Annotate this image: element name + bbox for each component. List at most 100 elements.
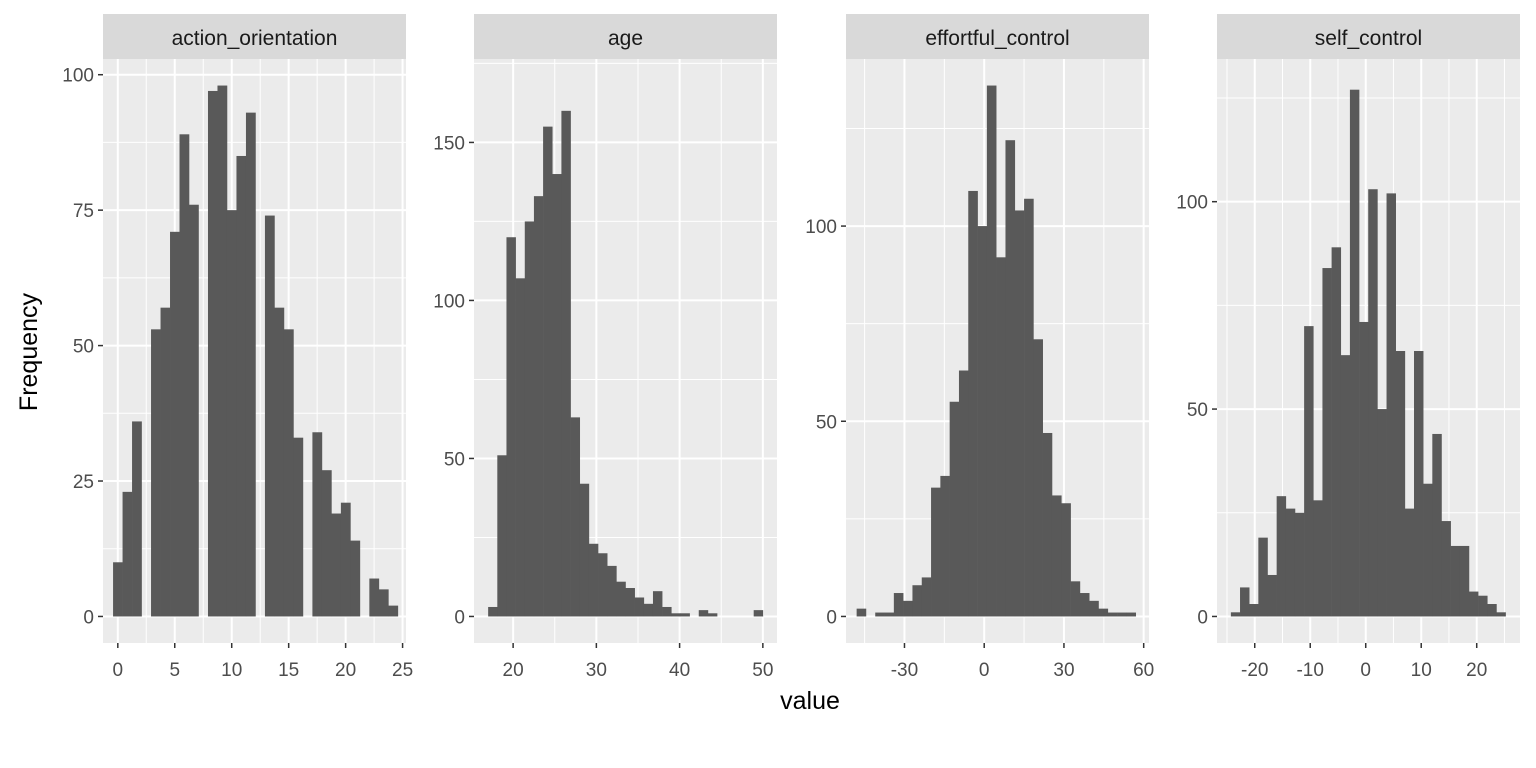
histogram-bar xyxy=(588,543,599,617)
y-tick-label: 25 xyxy=(73,472,94,493)
x-tick-label: 10 xyxy=(221,660,242,681)
x-tick-label: 20 xyxy=(1466,660,1487,681)
histogram-bar xyxy=(1267,574,1277,617)
x-tick-label: 40 xyxy=(669,660,690,681)
y-tick-label: 75 xyxy=(73,201,94,222)
facet-strip-label: self_control xyxy=(1315,27,1422,50)
histogram-bar xyxy=(652,591,663,617)
histogram-bar xyxy=(1340,355,1351,617)
histogram-bar xyxy=(293,437,304,617)
histogram-bar xyxy=(607,565,617,617)
histogram-bar xyxy=(388,605,399,617)
histogram-bar xyxy=(1276,496,1287,617)
histogram-bar xyxy=(1240,587,1250,617)
histogram-bar xyxy=(1258,537,1268,617)
histogram-bar xyxy=(893,593,904,617)
histogram-bar xyxy=(884,612,895,617)
histogram-bar xyxy=(245,112,256,617)
histogram-bar xyxy=(1107,612,1118,617)
histogram-bar xyxy=(1331,247,1342,617)
histogram-bar xyxy=(552,174,562,617)
histogram-bar xyxy=(1322,268,1332,617)
histogram-bar xyxy=(903,600,913,617)
histogram-bar xyxy=(1005,140,1016,617)
facet-strip xyxy=(846,14,1149,59)
histogram-bar xyxy=(340,502,351,617)
histogram-bar xyxy=(1349,89,1360,617)
facet-strip-label: age xyxy=(608,27,643,50)
histogram-bar xyxy=(488,606,498,617)
histogram-bar xyxy=(1089,600,1099,617)
histogram-bar xyxy=(856,608,867,617)
x-tick-label: 20 xyxy=(503,660,524,681)
histogram-bar xyxy=(151,329,161,617)
histogram-bar xyxy=(1441,521,1451,617)
histogram-bar xyxy=(207,90,218,617)
y-tick-label: 0 xyxy=(83,607,94,628)
facet-strip xyxy=(474,14,777,59)
histogram-bar xyxy=(1459,545,1470,617)
histogram-bar xyxy=(931,487,941,617)
x-tick-label: 50 xyxy=(752,660,773,681)
histogram-bar xyxy=(968,190,978,617)
x-tick-label: 15 xyxy=(278,660,299,681)
histogram-bar xyxy=(283,329,294,617)
histogram-bar xyxy=(1230,612,1241,617)
histogram-bar xyxy=(1070,581,1081,617)
histogram-bar xyxy=(179,134,190,617)
histogram-bar xyxy=(1450,545,1461,617)
histogram-bar xyxy=(515,278,526,617)
histogram-bar xyxy=(1042,432,1053,617)
histogram-bar xyxy=(1014,210,1025,617)
histogram-bar xyxy=(940,475,950,617)
histogram-bar xyxy=(1126,612,1137,617)
x-tick-label: 10 xyxy=(1411,660,1432,681)
histogram-bar xyxy=(1117,612,1127,617)
y-axis-title: Frequency xyxy=(15,292,43,411)
facet-strip xyxy=(1217,14,1520,59)
histogram-bar xyxy=(1423,483,1433,617)
facet-strip-label: effortful_control xyxy=(925,27,1069,50)
histogram-bar xyxy=(1377,409,1387,617)
histogram-bar xyxy=(1432,433,1442,617)
histogram-bar xyxy=(1024,198,1034,617)
histogram-bar xyxy=(707,613,718,617)
x-tick-label: -30 xyxy=(891,660,918,681)
histogram-bar xyxy=(189,204,199,617)
x-tick-label: 0 xyxy=(1360,660,1371,681)
histogram-bar xyxy=(369,578,380,617)
y-tick-label: 50 xyxy=(444,449,465,470)
histogram-bar xyxy=(912,585,923,617)
histogram-bar xyxy=(113,562,123,617)
panel-effortful-control: effortful_control 0 50 100 -30 0 30 60 xyxy=(805,14,1154,681)
y-tick-label: 50 xyxy=(1187,400,1208,421)
histogram-bar xyxy=(1404,508,1415,617)
histogram-bar xyxy=(1496,612,1506,617)
histogram-bar xyxy=(217,85,228,617)
histogram-bar xyxy=(753,610,764,617)
histogram-bar xyxy=(875,612,885,617)
x-tick-label: 25 xyxy=(392,660,413,681)
y-tick-label: 100 xyxy=(62,66,94,87)
histogram-bar xyxy=(1098,608,1109,617)
histogram-bar xyxy=(378,589,389,617)
histogram-bar xyxy=(1368,189,1378,617)
histogram-bar xyxy=(321,470,332,617)
histogram-bar xyxy=(1313,500,1323,617)
histogram-bar xyxy=(1051,495,1062,617)
histogram-bar xyxy=(506,237,516,617)
y-tick-label: 150 xyxy=(433,133,465,154)
histogram-bar xyxy=(312,432,323,617)
histogram-bar xyxy=(643,603,654,617)
histogram-bar xyxy=(1294,512,1305,617)
histogram-bar xyxy=(1249,604,1259,617)
histogram-bar xyxy=(921,577,932,617)
histogram-bar xyxy=(274,307,285,617)
x-tick-label: 0 xyxy=(979,660,990,681)
panel-action-orientation: action_orientation 0 25 50 75 100 0 5 10 15 20 25 xyxy=(62,14,413,681)
histogram-bar xyxy=(524,221,535,617)
x-tick-label: 20 xyxy=(335,660,356,681)
histogram-bar xyxy=(264,215,275,617)
